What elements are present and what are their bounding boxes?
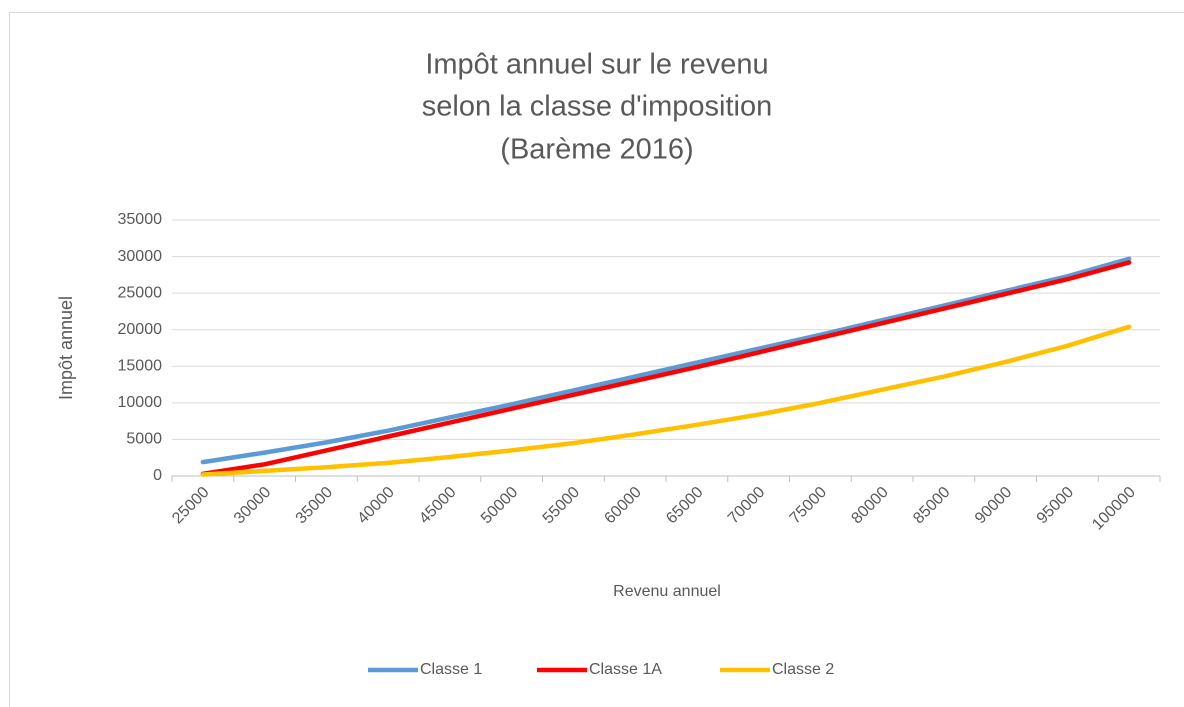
y-tick-label: 25000: [118, 284, 163, 301]
y-tick-label: 5000: [126, 431, 162, 448]
chart-title: (Barème 2016): [500, 134, 693, 166]
series-line: [200, 324, 1132, 477]
chart-frame: [9, 12, 1184, 707]
legend-label: Classe 2: [772, 661, 834, 678]
y-tick-label: 20000: [118, 321, 163, 338]
y-tick-label: 0: [153, 467, 162, 484]
y-axis-title: Impôt annuel: [56, 296, 76, 400]
chart-title: selon la classe d'imposition: [422, 91, 773, 123]
y-tick-label: 10000: [118, 394, 163, 411]
series-line: [200, 260, 1132, 477]
y-tick-label: 30000: [118, 248, 163, 265]
chart-title: Impôt annuel sur le revenu: [425, 49, 768, 81]
y-tick-label: 15000: [118, 358, 163, 375]
series-line: [200, 256, 1132, 465]
y-tick-label: 35000: [118, 211, 163, 228]
legend-label: Classe 1A: [589, 661, 662, 678]
x-axis-title: Revenu annuel: [613, 583, 721, 600]
legend-label: Classe 1: [420, 661, 482, 678]
